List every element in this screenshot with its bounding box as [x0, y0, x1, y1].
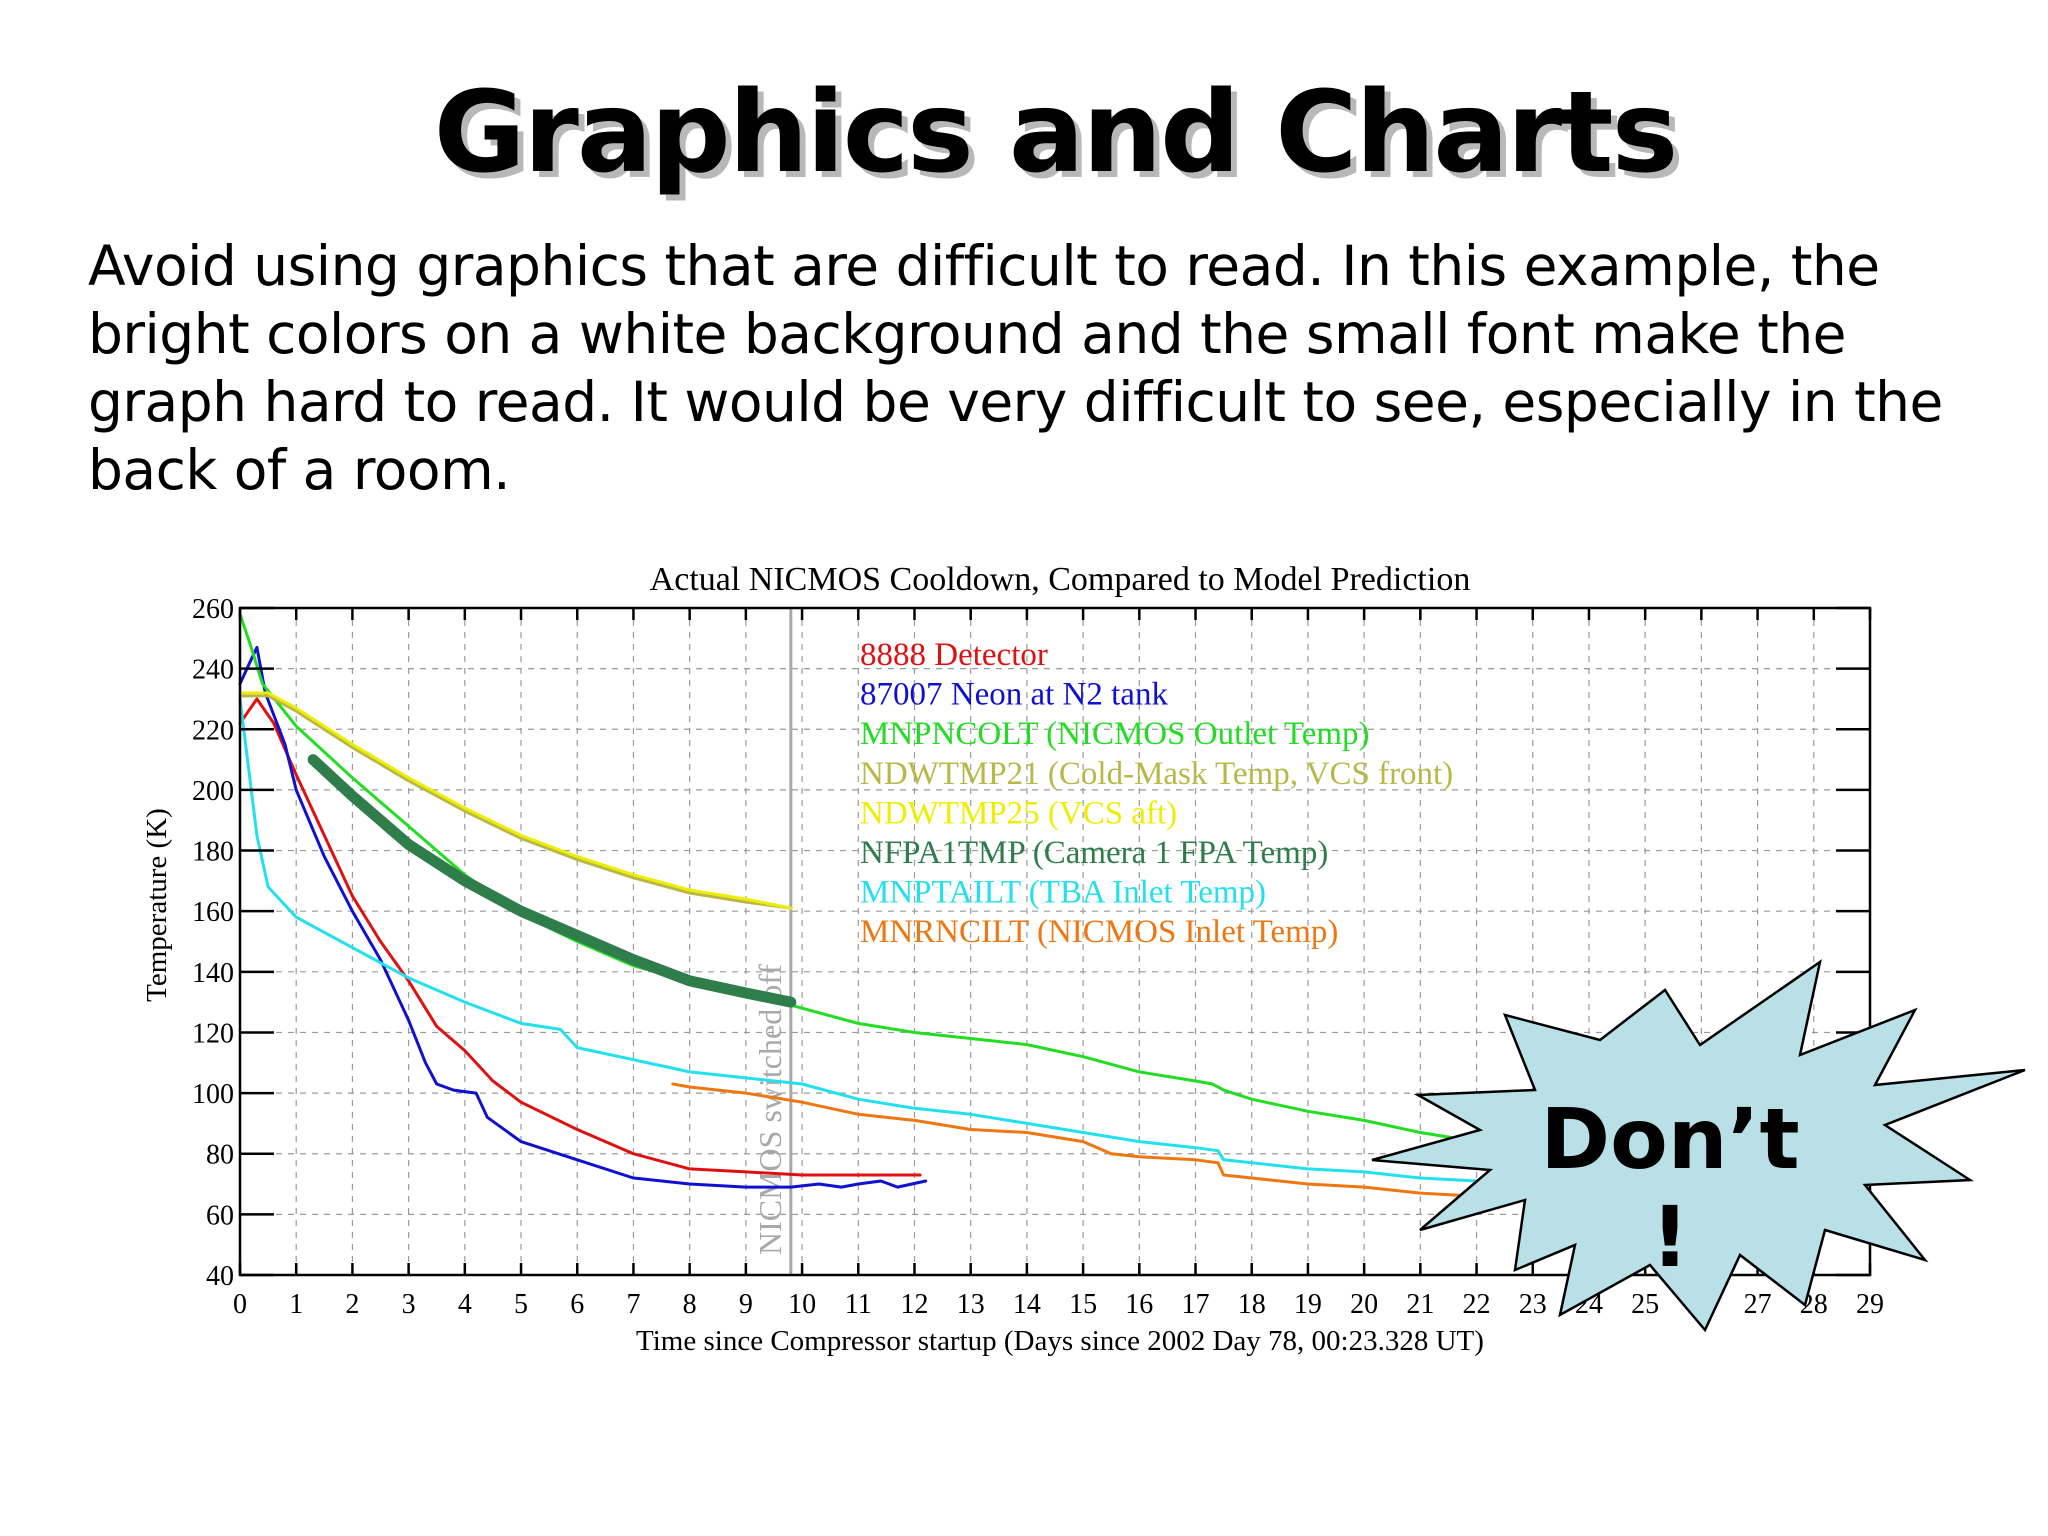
axis-ticks: 0 1 2 3 4 5 6 7 8 9 10 11 12 13 14 15 16 17 18 19 20 21 22 23 24…: [192, 594, 1884, 1320]
y-axis-label: Temperature (K): [141, 808, 173, 1002]
x-tick-label: 10: [788, 1289, 816, 1320]
y-tick-label: 160: [192, 897, 234, 928]
y-tick-label: 40: [206, 1261, 234, 1292]
x-tick-label: 5: [514, 1289, 528, 1320]
series-line: [307, 754, 797, 1008]
y-tick-label: 140: [192, 958, 234, 989]
slide-body-text: Avoid using graphics that are difficult …: [88, 234, 1943, 502]
x-tick-label: 1: [289, 1289, 303, 1320]
x-tick-label: 14: [1013, 1289, 1041, 1320]
x-tick-label: 25: [1631, 1289, 1659, 1320]
x-tick-label: 3: [402, 1289, 416, 1320]
starburst-shape: [1371, 959, 2026, 1333]
legend-entry: NDWTMP21 (Cold-Mask Temp, VCS front): [860, 756, 1453, 792]
x-tick-label: 16: [1125, 1289, 1153, 1320]
series-line: [238, 691, 793, 910]
x-tick-label: 27: [1744, 1289, 1772, 1320]
series-line: [238, 645, 928, 1189]
series-line: [238, 697, 922, 1177]
y-tick-label: 60: [206, 1200, 234, 1231]
y-tick-label: 260: [192, 594, 234, 625]
legend-entry: MNPTAILT (TBA Inlet Temp): [860, 875, 1266, 911]
x-tick-label: 4: [458, 1289, 472, 1320]
y-tick-label: 100: [192, 1079, 234, 1110]
x-tick-label: 19: [1294, 1289, 1322, 1320]
x-tick-label: 7: [626, 1289, 640, 1320]
x-tick-label: 22: [1463, 1289, 1491, 1320]
x-tick-label: 21: [1406, 1289, 1434, 1320]
y-tick-label: 80: [206, 1140, 234, 1171]
y-tick-label: 220: [192, 715, 234, 746]
callout-starburst: [1371, 959, 2026, 1333]
x-tick-label: 20: [1350, 1289, 1378, 1320]
x-tick-label: 23: [1519, 1289, 1547, 1320]
y-tick-label: 180: [192, 837, 234, 868]
series-line: [238, 694, 793, 910]
x-tick-label: 18: [1238, 1289, 1266, 1320]
x-tick-label: 15: [1069, 1289, 1097, 1320]
x-tick-label: 0: [233, 1289, 247, 1320]
switch-off-annotation: NICMOS switched off: [752, 964, 788, 1255]
chart-title: Actual NICMOS Cooldown, Compared to Mode…: [650, 561, 1471, 598]
x-tick-label: 17: [1182, 1289, 1210, 1320]
legend-entry: 87007 Neon at N2 tank: [860, 677, 1168, 713]
plot-frame: [238, 606, 1872, 1277]
legend: 8888 Detector 87007 Neon at N2 tankMNPNCO…: [860, 637, 1453, 950]
y-tick-label: 120: [192, 1018, 234, 1049]
x-tick-label: 29: [1856, 1289, 1884, 1320]
legend-entry: NFPA1TMP (Camera 1 FPA Temp): [860, 835, 1328, 871]
x-axis-label: Time since Compressor startup (Days sinc…: [636, 1325, 1484, 1357]
x-tick-label: 8: [683, 1289, 697, 1320]
x-tick-label: 2: [345, 1289, 359, 1320]
x-tick-label: 6: [570, 1289, 584, 1320]
legend-entry: 8888 Detector: [860, 637, 1048, 673]
x-tick-label: 11: [845, 1289, 872, 1320]
y-tick-label: 240: [192, 655, 234, 686]
slide-title: Graphics and Charts: [433, 68, 1679, 198]
legend-entry: MNRNCILT (NICMOS Inlet Temp): [860, 914, 1338, 950]
dont-callout-text: Don’t !: [1540, 1090, 1800, 1286]
cooldown-chart: Actual NICMOS Cooldown, Compared to Mode…: [141, 561, 2026, 1357]
annotations: NICMOS switched off: [752, 608, 793, 1275]
legend-entry: NDWTMP25 (VCS aft): [860, 795, 1177, 831]
x-tick-label: 13: [957, 1289, 985, 1320]
x-tick-label: 9: [739, 1289, 753, 1320]
x-tick-label: 12: [900, 1289, 928, 1320]
legend-entry: MNPNCOLT (NICMOS Outlet Temp): [860, 716, 1370, 752]
y-tick-label: 200: [192, 776, 234, 807]
